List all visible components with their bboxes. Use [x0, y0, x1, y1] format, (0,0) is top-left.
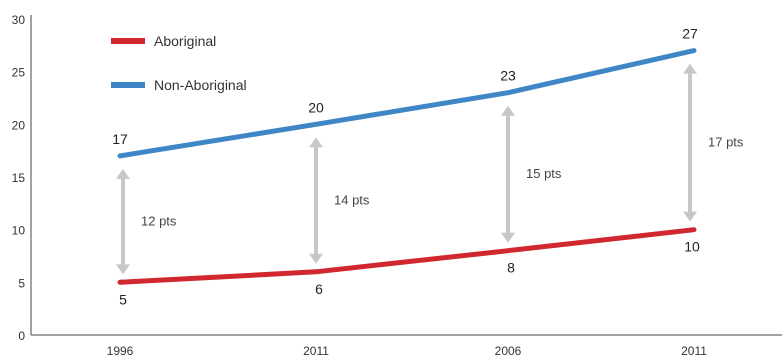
- data-label: 6: [315, 281, 323, 297]
- gap-arrow-head-down: [683, 211, 697, 222]
- x-tick-label: 1996: [107, 344, 134, 358]
- data-label: 27: [682, 26, 698, 42]
- series-lines: [117, 48, 697, 285]
- legend-item: Non-Aboriginal: [111, 77, 247, 93]
- x-tick-label: 2011: [681, 344, 707, 358]
- x-tick-label: 2011: [303, 344, 329, 358]
- gap-arrows: 12 pts 14 pts 15 pts 17 pts: [116, 63, 744, 275]
- gap-arrow: 17 pts: [683, 63, 744, 222]
- y-tick-label: 20: [12, 118, 26, 132]
- y-tick-label: 30: [12, 13, 26, 27]
- data-label: 10: [684, 239, 700, 255]
- data-label: 20: [308, 99, 324, 115]
- gap-label: 17 pts: [708, 135, 744, 150]
- gap-arrow-head-up: [309, 137, 323, 148]
- gap-arrow: 14 pts: [309, 137, 370, 264]
- gap-arrow: 12 pts: [116, 168, 177, 275]
- legend-swatch: [111, 38, 145, 44]
- gap-arrow-head-up: [501, 105, 515, 116]
- gap-label: 14 pts: [334, 193, 370, 208]
- data-labels: 5 6 8 10 17 20 23 27: [112, 26, 700, 308]
- data-label: 17: [112, 131, 128, 147]
- gap-arrow-head-up: [116, 168, 130, 179]
- y-tick-label: 5: [18, 276, 25, 290]
- y-tick-label: 15: [12, 171, 26, 185]
- y-tick-label: 25: [12, 66, 26, 80]
- y-tick-label: 10: [12, 224, 26, 238]
- y-tick-label: 0: [18, 329, 25, 343]
- legend-swatch: [111, 82, 145, 88]
- data-label: 8: [507, 260, 515, 276]
- gap-arrow-head-down: [309, 253, 323, 264]
- legend-item: Aboriginal: [111, 33, 216, 49]
- gap-arrow: 15 pts: [501, 105, 562, 243]
- series-line: [117, 227, 697, 285]
- series-line: [117, 48, 697, 159]
- gap-label: 15 pts: [526, 166, 562, 181]
- x-tick-label: 2006: [495, 344, 522, 358]
- gap-arrow-head-up: [683, 63, 697, 74]
- gap-arrow-head-down: [116, 264, 130, 275]
- legend-label: Non-Aboriginal: [154, 77, 247, 93]
- gap-arrow-head-down: [501, 232, 515, 243]
- legend: Aboriginal Non-Aboriginal: [111, 33, 247, 93]
- gap-label: 12 pts: [141, 214, 177, 229]
- data-label: 5: [119, 291, 127, 307]
- data-label: 23: [500, 68, 516, 84]
- axes: 0 5 10 15 20 25 30 1996 2011 2006 2011: [12, 13, 782, 358]
- legend-label: Aboriginal: [154, 33, 216, 49]
